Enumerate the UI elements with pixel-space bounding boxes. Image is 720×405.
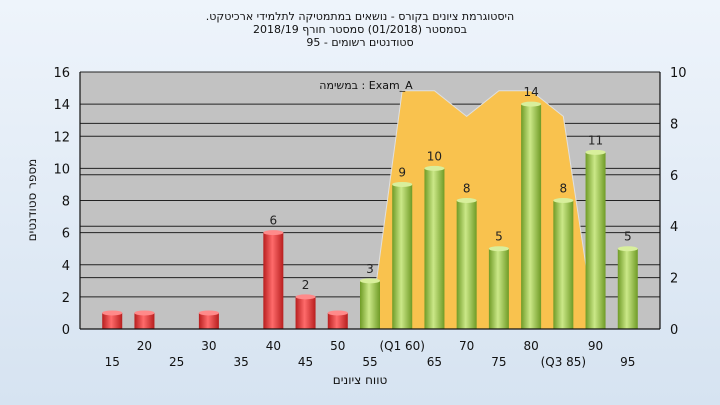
x-tick-label-15: 15 [105, 355, 120, 369]
data-label-55: 3 [366, 262, 374, 276]
data-label-40: 6 [270, 214, 278, 228]
bar-90 [585, 152, 606, 329]
bar-80 [521, 104, 542, 329]
y2-tick-label-6: 6 [670, 169, 678, 184]
data-label-85: 8 [560, 182, 568, 196]
bar-15 [102, 312, 123, 329]
bar-top-95 [617, 246, 638, 252]
y2-tick-label-2: 2 [670, 272, 678, 287]
bar-top-50 [327, 310, 348, 316]
y-tick-label-14: 14 [53, 98, 70, 113]
bar-top-55 [360, 278, 380, 284]
axes-layer: 02468101214160246810152025303540455055(Q… [53, 66, 686, 369]
y2-tick-label-4: 4 [670, 220, 678, 235]
bar-top-75 [488, 246, 509, 252]
x-axis-label: טווח ציונים [333, 373, 388, 387]
bar-75 [488, 248, 509, 329]
bars-layer [102, 101, 638, 329]
chart-subtitle-line-1: בסמסטר (01/2018) סמסטר חורף 2018/19 [253, 23, 467, 36]
bar-top-20 [134, 310, 155, 316]
y-tick-label-8: 8 [62, 195, 70, 210]
data-label-60: 9 [398, 165, 406, 179]
bar-top-80 [521, 101, 542, 107]
data-label-80: 14 [523, 85, 538, 99]
bar-95 [617, 248, 638, 329]
chart-annotation: במשימה : Exam_A [319, 79, 413, 92]
y-tick-label-0: 0 [62, 323, 70, 338]
bar-50 [327, 312, 348, 329]
x-tick-label-35: 35 [233, 355, 248, 369]
data-label-95: 5 [624, 230, 632, 244]
bar-30 [198, 312, 219, 329]
x-tick-label-85: (Q3 85) [541, 355, 587, 369]
x-tick-label-20: 20 [137, 339, 152, 353]
y-axis-label: מספר סטודנטים [25, 159, 39, 242]
y2-tick-label-10: 10 [670, 66, 687, 81]
bar-20 [134, 312, 155, 329]
x-tick-label-40: 40 [266, 339, 281, 353]
bar-85 [553, 200, 574, 329]
y-tick-label-10: 10 [53, 162, 70, 177]
data-labels-layer: 6 2 3 9 10 8 5 14 8 11 5 [270, 85, 632, 292]
x-tick-label-70: 70 [459, 339, 474, 353]
y2-tick-label-0: 0 [670, 323, 678, 338]
bar-40 [263, 232, 284, 329]
bar-top-90 [585, 149, 606, 155]
x-tick-label-45: 45 [298, 355, 313, 369]
bar-top-85 [553, 198, 574, 203]
x-tick-label-25: 25 [169, 355, 184, 369]
bar-top-70 [456, 198, 477, 203]
x-tick-label-90: 90 [588, 339, 603, 353]
data-label-70: 8 [463, 182, 471, 196]
y-tick-label-4: 4 [62, 259, 70, 274]
bar-60 [392, 184, 413, 329]
y2-tick-label-8: 8 [670, 117, 678, 132]
x-tick-label-80: 80 [523, 339, 538, 353]
y-tick-label-2: 2 [62, 291, 70, 306]
data-label-45: 2 [302, 278, 310, 292]
data-label-75: 5 [495, 230, 503, 244]
x-tick-label-75: 75 [491, 355, 506, 369]
bar-70 [456, 200, 477, 329]
chart-title: .היסטוגרמת ציונים בקורס - נושאים במתמטיק… [206, 10, 514, 23]
bar-top-15 [102, 310, 123, 316]
bar-55 [360, 280, 380, 329]
y-tick-label-12: 12 [53, 130, 70, 145]
y-tick-label-16: 16 [53, 66, 70, 81]
data-label-90: 11 [588, 133, 603, 147]
x-tick-label-30: 30 [201, 339, 216, 353]
chart-subtitle-line-2: 95 - סטודנטים רשומים [306, 36, 413, 49]
bar-top-40 [263, 230, 284, 236]
bar-45 [295, 296, 316, 329]
data-label-65: 10 [427, 149, 442, 163]
x-tick-label-50: 50 [330, 339, 345, 353]
x-tick-label-55: 55 [362, 355, 377, 369]
bar-top-30 [198, 310, 219, 316]
y-tick-label-6: 6 [62, 227, 70, 242]
bar-65 [424, 168, 445, 329]
bar-top-60 [392, 181, 413, 187]
x-tick-label-60: (Q1 60) [379, 339, 425, 353]
x-tick-label-65: 65 [427, 355, 442, 369]
x-tick-label-95: 95 [620, 355, 635, 369]
bar-top-65 [424, 165, 445, 171]
bar-top-45 [295, 294, 316, 300]
